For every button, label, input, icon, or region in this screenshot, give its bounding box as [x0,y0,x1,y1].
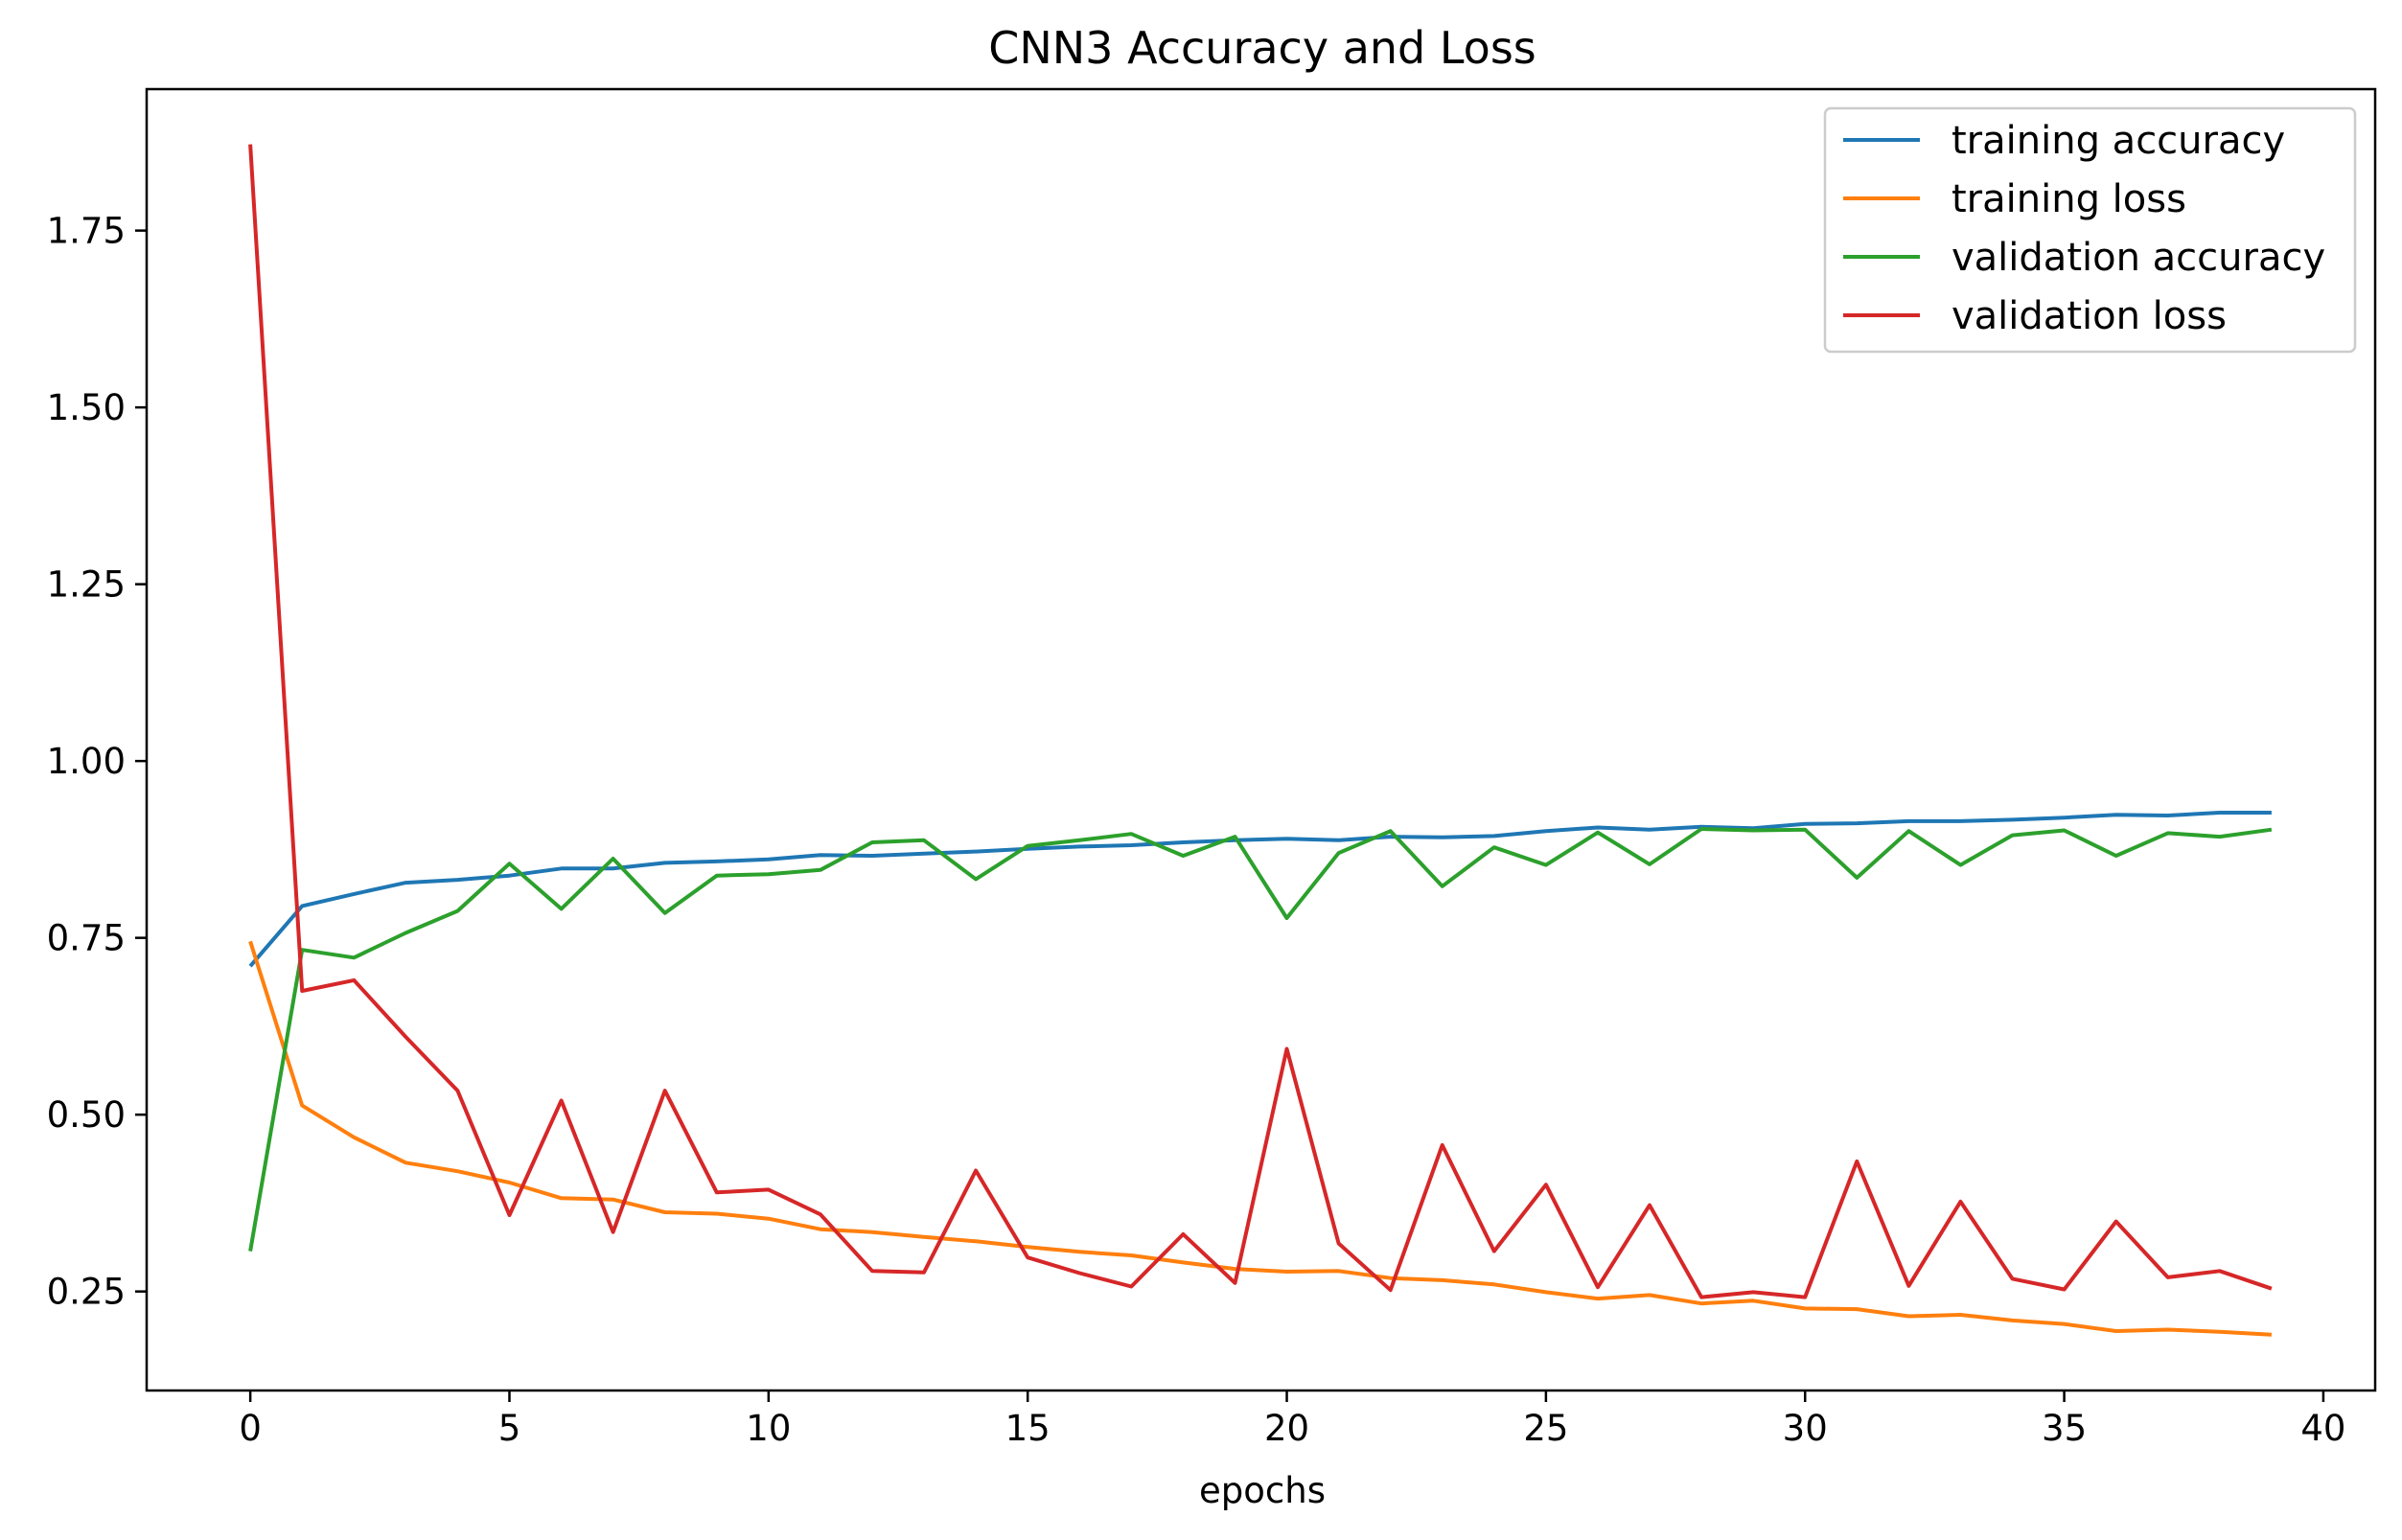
x-tick-label: 25 [1523,1408,1568,1449]
y-tick-label: 0.75 [47,918,126,959]
y-tick-label: 1.50 [47,387,126,428]
axis-ticks: 0 5 10 15 20 25 30 35 40 0.25 0.50 0.75 1.00 1.25 1.50… [47,211,2346,1449]
series-line-training-loss [248,940,2273,1337]
y-tick-label: 0.50 [47,1094,126,1136]
x-tick-label: 20 [1264,1408,1309,1449]
x-tick-label: 30 [1783,1408,1828,1449]
x-tick-label: 5 [498,1408,521,1449]
chart-title: CNN3 Accuracy and Loss [988,22,1536,74]
x-tick-label: 15 [1005,1408,1051,1449]
legend: training accuracy training loss validation… [1823,106,2357,354]
legend-label: validation accuracy [1952,236,2325,280]
plot-frame [145,87,2377,1392]
y-tick-label: 0.25 [47,1272,126,1313]
legend-label: validation loss [1952,294,2227,338]
series-line-validation-loss [248,144,2273,1299]
legend-box [1823,106,2357,354]
series-lines [248,144,2273,1337]
legend-label: training loss [1952,177,2186,221]
x-tick-label: 10 [746,1408,791,1449]
series-line-validation-accuracy [248,827,2273,1252]
legend-label: training accuracy [1952,119,2285,163]
x-tick-label: 40 [2300,1408,2345,1449]
y-tick-label: 1.00 [47,741,126,782]
x-tick-label: 35 [2042,1408,2087,1449]
x-axis-label: epochs [1199,1470,1326,1511]
y-tick-label: 1.75 [47,211,126,252]
x-tick-label: 0 [239,1408,262,1449]
y-tick-label: 1.25 [47,564,126,606]
series-line-training-accuracy [248,811,2272,968]
